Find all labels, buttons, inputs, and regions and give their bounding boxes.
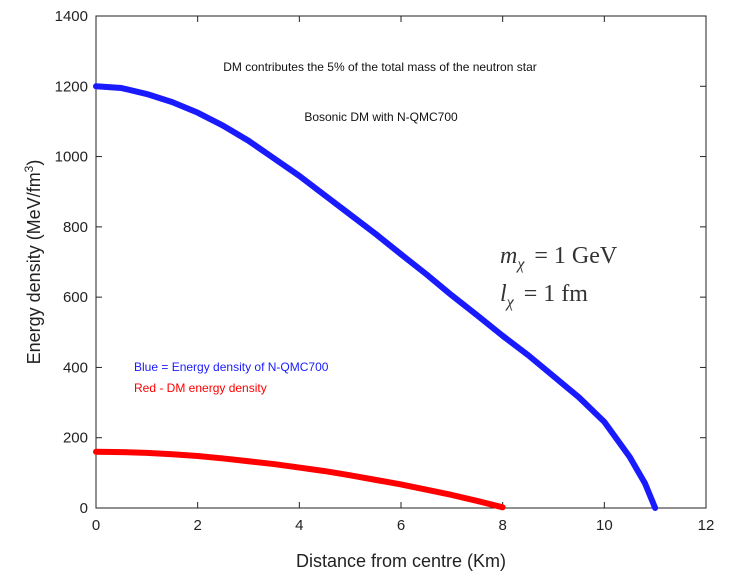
param-mass-eq: = 1 GeV [534, 243, 618, 269]
y-axis-label: Energy density (MeV/fm3) [22, 160, 44, 365]
series-blue-point [94, 84, 98, 88]
series-red-point [119, 450, 123, 454]
series-red-point [247, 459, 250, 463]
series-blue-line [93, 83, 659, 511]
y-axis-label-sup: 3 [22, 165, 36, 172]
series-blue-point [221, 124, 225, 128]
series-red-point [196, 454, 200, 458]
y-tick-label: 200 [63, 430, 88, 447]
series-blue-point [653, 506, 657, 510]
x-tick-label: 12 [698, 517, 715, 534]
y-tick-label: 1000 [55, 149, 88, 166]
series-red-point [170, 452, 174, 456]
series-blue-point [552, 374, 555, 378]
series-blue-point [374, 232, 378, 236]
x-tick-label: 10 [596, 517, 613, 534]
param-length-eq: = 1 fm [524, 281, 589, 307]
series-red-point [297, 466, 301, 470]
param-length-sub: χ [505, 294, 515, 311]
series-red-point [323, 469, 327, 473]
series-blue-point [272, 156, 276, 160]
series-blue-point [501, 334, 505, 338]
series-red-point [94, 450, 98, 454]
legend-red: Red - DM energy density [134, 381, 267, 395]
series-blue-point [643, 481, 647, 485]
series-blue-point [577, 395, 581, 399]
series-red-point [399, 482, 403, 486]
series-blue-point [145, 92, 149, 96]
y-axis-label-end: ) [24, 160, 44, 166]
series-blue-point [526, 353, 530, 357]
series-blue-point [450, 293, 454, 297]
series-blue-point [196, 111, 200, 115]
series-blue-point [424, 272, 428, 276]
y-tick-label: 400 [63, 359, 88, 376]
series-red-point [374, 478, 378, 482]
x-tick-label: 0 [92, 517, 100, 534]
series-red-point [145, 451, 149, 455]
series-blue-point [247, 139, 250, 143]
series-red-point [348, 473, 352, 477]
param-length-var: l [500, 281, 507, 307]
y-tick-label: 0 [80, 500, 88, 517]
series-blue-point [323, 193, 327, 197]
x-tick-label: 4 [295, 517, 303, 534]
axis-ticks: 0 2 4 6 8 10 12 0 200 400 600 800 1000 1200 1400 [55, 8, 715, 534]
y-tick-label: 1400 [55, 8, 88, 25]
y-tick-label: 800 [63, 219, 88, 236]
x-axis-label: Distance from centre (Km) [296, 551, 506, 571]
series-blue-point [297, 174, 301, 178]
series-red-line [93, 448, 506, 511]
param-mass: mχ = 1 GeV [500, 243, 618, 273]
annotation-model: Bosonic DM with N-QMC700 [304, 110, 458, 124]
series-red-point [272, 462, 276, 466]
param-length: lχ = 1 fm [500, 281, 588, 311]
param-mass-sub: χ [515, 256, 525, 273]
series-red-point [424, 488, 428, 492]
series-layer [93, 83, 659, 511]
series-blue-point [475, 313, 479, 317]
y-axis-label-main: Energy density (MeV/fm [24, 172, 44, 364]
x-tick-label: 2 [193, 517, 201, 534]
series-blue-point [348, 213, 352, 217]
series-red-point [221, 456, 225, 460]
series-red-point [501, 505, 505, 509]
x-tick-label: 8 [498, 517, 506, 534]
series-blue-point [628, 455, 632, 459]
series-blue-point [399, 252, 403, 256]
series-blue-point [170, 100, 174, 104]
annotation-mass-fraction: DM contributes the 5% of the total mass … [223, 60, 537, 74]
series-red-point [475, 499, 479, 503]
param-mass-var: m [500, 243, 517, 269]
x-tick-label: 6 [397, 517, 405, 534]
series-blue-point [119, 86, 123, 90]
legend-blue: Blue = Energy density of N-QMC700 [134, 360, 329, 374]
y-tick-label: 1200 [55, 78, 88, 95]
y-tick-label: 600 [63, 289, 88, 306]
series-blue-point [602, 420, 606, 424]
series-red-point [450, 493, 454, 497]
